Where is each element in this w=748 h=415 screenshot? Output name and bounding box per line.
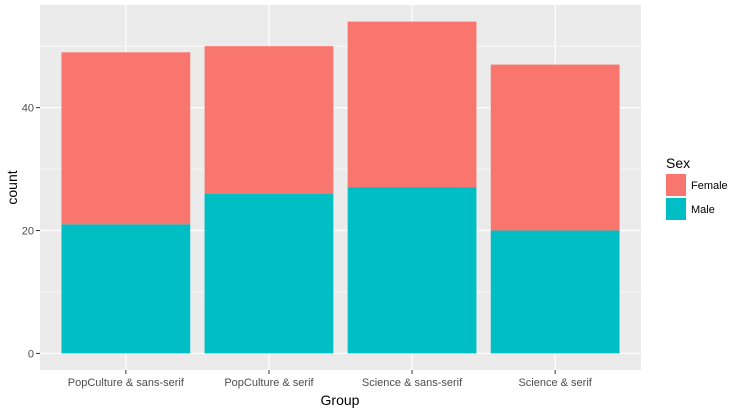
legend: Sex Female Male [666, 155, 728, 220]
y-tick-label: 40 [22, 103, 34, 115]
bars [61, 21, 620, 354]
bar-male [490, 230, 620, 354]
bar-female [347, 21, 477, 188]
y-tick-label: 0 [28, 348, 34, 360]
bar-female [490, 64, 620, 231]
bar-male [61, 224, 191, 354]
x-tick-label: PopCulture & sans-serif [68, 377, 185, 389]
bar-male [347, 187, 477, 354]
x-tick-label: Science & serif [518, 377, 592, 389]
legend-key-female [666, 174, 686, 196]
legend-key-male [666, 198, 686, 220]
y-tick-label: 20 [22, 226, 34, 238]
y-axis-title: count [4, 170, 20, 204]
bar-male [204, 193, 334, 354]
x-axis: PopCulture & sans-serif PopCulture & seri… [68, 370, 593, 389]
legend-items: Female Male [666, 174, 728, 220]
bar-female [204, 46, 334, 194]
x-tick-label: PopCulture & serif [224, 377, 314, 389]
legend-title: Sex [666, 155, 690, 171]
legend-label-male: Male [691, 204, 715, 216]
x-tick-label: Science & sans-serif [362, 377, 463, 389]
y-axis: 0 20 40 [22, 103, 40, 360]
legend-label-female: Female [691, 180, 728, 192]
bar-female [61, 52, 191, 225]
x-axis-title: Group [321, 392, 360, 408]
